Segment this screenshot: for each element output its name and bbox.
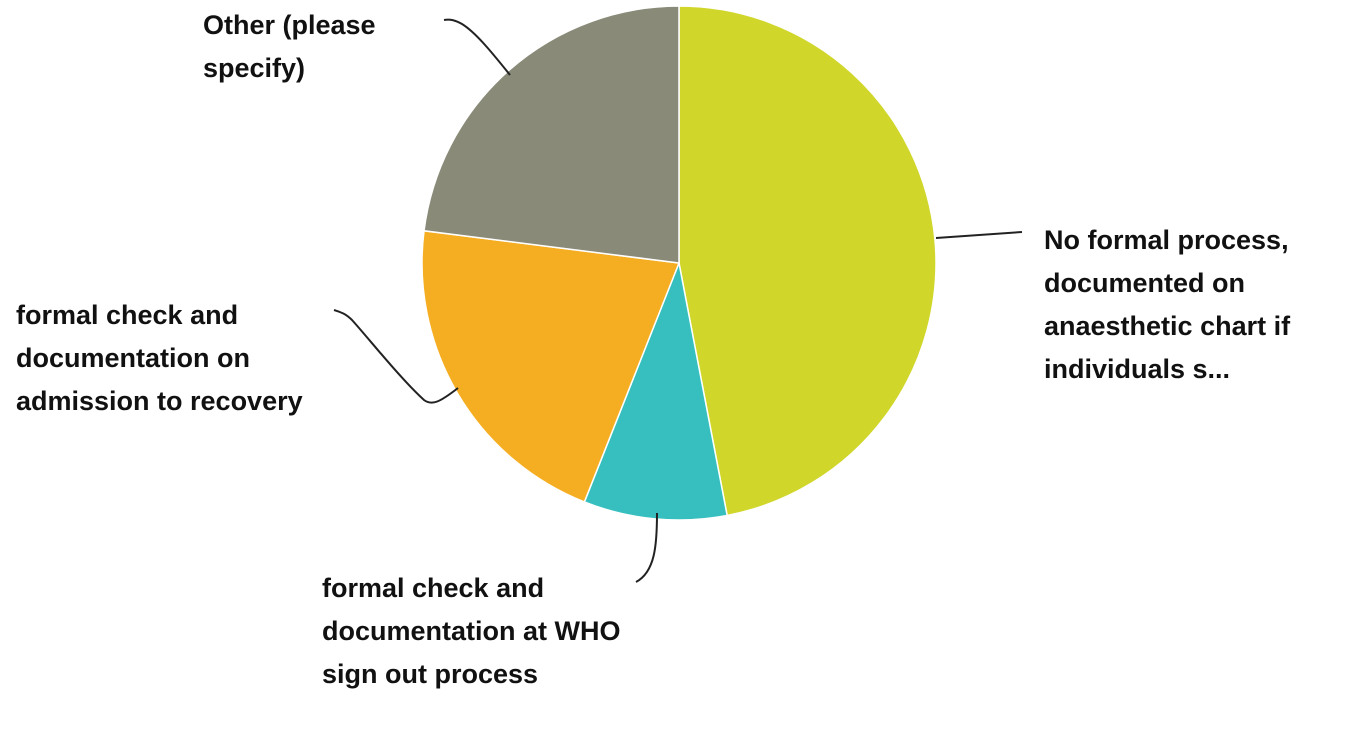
slice-label-who-sign-out: formal check and documentation at WHO si… [322,573,621,689]
pie-slice-no-formal-process [678,5,937,517]
leader-lines [333,18,1023,583]
leader-line-who-sign-out [635,512,658,583]
slice-label-admission-to-recovery: formal check and documentation on admiss… [16,300,303,416]
pie-slices [421,5,937,521]
leader-line-no-formal-process [935,231,1023,239]
pie-slice-who-sign-out [583,260,729,521]
pie-slice-admission-to-recovery [421,229,681,503]
leader-line-admission-to-recovery [333,309,459,404]
slice-label-other: Other (please specify) [203,10,376,83]
pie-slice-other [423,5,680,264]
leader-line-other [443,18,511,76]
slice-label-no-formal-process: No formal process, documented on anaesth… [1044,225,1291,384]
